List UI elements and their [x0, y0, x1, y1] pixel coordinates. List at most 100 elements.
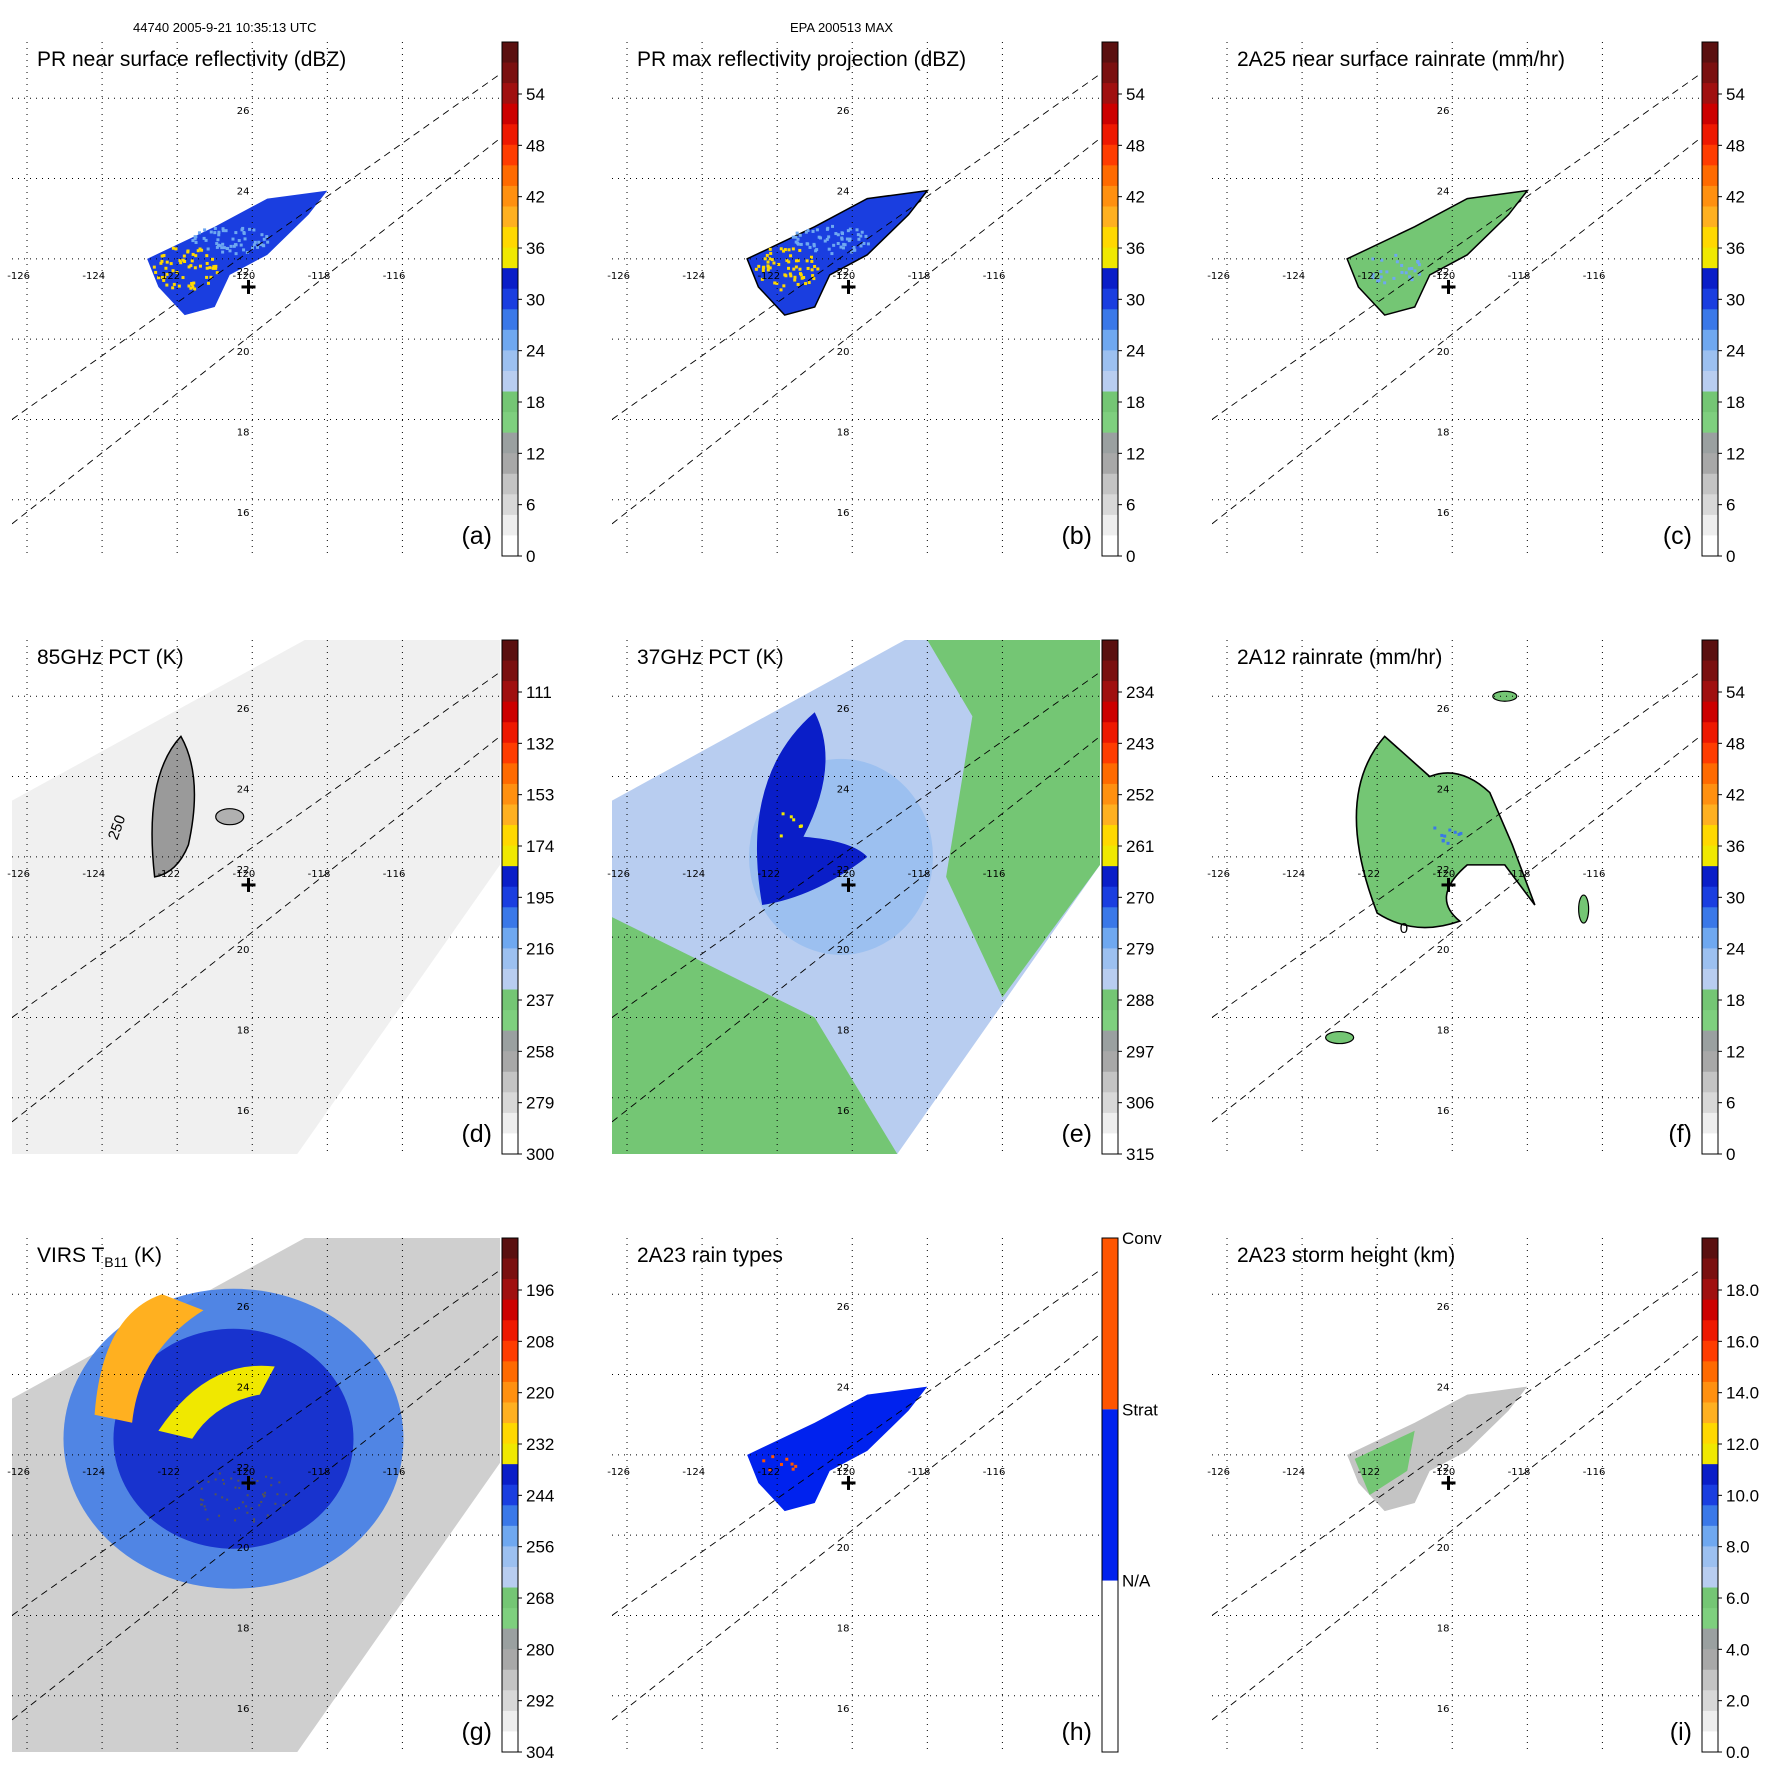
lat-tick-i-1: 24	[1437, 1383, 1450, 1394]
colorbar-label-d-3: 174	[526, 837, 554, 856]
pr-echo-h	[747, 1386, 928, 1512]
panel-title-f: 2A12 rainrate (mm/hr)	[1237, 646, 1442, 669]
panel-title-c: 2A25 near surface rainrate (mm/hr)	[1237, 48, 1565, 71]
lat-tick-i-3: 20	[1437, 1543, 1450, 1554]
colorbar-label-f-6: 18	[1726, 991, 1745, 1010]
lon-tick-a-1: -124	[82, 271, 105, 282]
panel-title-d: 85GHz PCT (K)	[37, 646, 184, 669]
lon-tick-g-5: -116	[383, 1467, 406, 1478]
colorbar-label-d-4: 195	[526, 888, 554, 907]
lon-tick-e-1: -124	[682, 869, 705, 880]
lon-tick-i-0: -126	[1207, 1467, 1230, 1478]
colorbar-label-e-1: 243	[1126, 734, 1154, 753]
lat-tick-b-4: 18	[837, 427, 850, 438]
swath-edge-lower	[12, 736, 500, 1123]
plot-area-f: 0	[1212, 640, 1700, 1154]
lon-tick-h-5: -116	[983, 1467, 1006, 1478]
lon-tick-i-2: -122	[1357, 1467, 1380, 1478]
colorbar-label-g-7: 280	[526, 1640, 554, 1659]
storm-center-cross-icon	[241, 877, 256, 892]
colorbar-label-g-6: 268	[526, 1589, 554, 1608]
pr-echo-c	[1346, 189, 1530, 316]
colorbar-label-i-4: 10.0	[1726, 1486, 1759, 1505]
colorbar-label-g-4: 244	[526, 1486, 554, 1505]
lat-tick-i-5: 16	[1437, 1704, 1450, 1715]
lat-tick-h-2: 22	[837, 1463, 850, 1474]
swath-edge-upper	[12, 671, 500, 1018]
rain-area	[1355, 735, 1536, 929]
plot-area-g	[12, 1238, 500, 1752]
colorbar-label-c-9: 0	[1726, 547, 1735, 566]
panel-title-e: 37GHz PCT (K)	[637, 646, 784, 669]
lon-tick-f-2: -122	[1357, 869, 1380, 880]
scattering-feature	[151, 735, 196, 878]
lon-tick-c-5: -116	[1583, 271, 1606, 282]
colorbar-label-a-9: 0	[526, 547, 535, 566]
swath-edge-upper	[612, 671, 1100, 1018]
colorbar-label-f-4: 30	[1726, 888, 1745, 907]
lat-tick-i-2: 22	[1437, 1463, 1450, 1474]
rain-cell-n	[1492, 690, 1518, 702]
colorbar-label-i-3: 12.0	[1726, 1435, 1759, 1454]
colorbar-label-a-4: 30	[526, 290, 545, 309]
colorbar-label-d-0: 111	[526, 683, 552, 702]
colorbar-label-g-2: 220	[526, 1384, 554, 1403]
lat-tick-e-1: 24	[837, 785, 850, 796]
lat-tick-c-0: 26	[1437, 106, 1450, 117]
lon-tick-f-5: -116	[1583, 869, 1606, 880]
lat-tick-g-4: 18	[237, 1623, 250, 1634]
lat-tick-d-0: 26	[237, 704, 250, 715]
colorbar-label-a-8: 6	[526, 496, 535, 515]
colorbar-label-c-4: 30	[1726, 290, 1745, 309]
lat-tick-i-0: 26	[1437, 1302, 1450, 1313]
lat-tick-g-0: 26	[237, 1302, 250, 1313]
lon-tick-e-2: -122	[757, 869, 780, 880]
panel-letter-h: (h)	[1061, 1718, 1092, 1746]
colorbar-label-i-0: 18.0	[1726, 1281, 1759, 1300]
lat-tick-d-5: 16	[237, 1106, 250, 1117]
lat-tick-d-4: 18	[237, 1025, 250, 1036]
lat-tick-a-2: 22	[237, 267, 250, 278]
colorbar-label-b-7: 12	[1126, 444, 1145, 463]
colorbar-label-e-9: 315	[1126, 1145, 1154, 1164]
panel-title-a: PR near surface reflectivity (dBZ)	[37, 48, 346, 71]
storm-center-cross-icon	[1441, 279, 1456, 294]
colorbar-label-a-0: 54	[526, 85, 545, 104]
colorbar-label-g-3: 232	[526, 1435, 554, 1454]
lon-tick-b-0: -126	[607, 271, 630, 282]
echo-conv-h	[762, 1455, 798, 1472]
header-left: 44740 2005-9-21 10:35:13 UTC	[133, 20, 317, 35]
pr-echo-i	[1347, 1386, 1528, 1512]
colorbar-label-b-1: 48	[1126, 136, 1145, 155]
lat-tick-a-5: 16	[237, 508, 250, 519]
colorbar-label-b-6: 18	[1126, 393, 1145, 412]
lon-tick-b-2: -122	[757, 271, 780, 282]
lon-tick-c-2: -122	[1357, 271, 1380, 282]
cold-cloud-top	[94, 1294, 204, 1423]
lon-tick-h-3: -120	[833, 1467, 856, 1478]
lat-tick-e-2: 22	[837, 865, 850, 876]
colorbar-label-a-6: 18	[526, 393, 545, 412]
plot-area-i	[1212, 1238, 1700, 1752]
lat-tick-e-0: 26	[837, 704, 850, 715]
colorbar-label-b-3: 36	[1126, 239, 1145, 258]
echo-core-b	[754, 247, 820, 292]
plot-area-c	[1212, 42, 1700, 556]
swath-edge-lower	[1212, 138, 1700, 525]
swath-edge-upper	[612, 73, 1100, 420]
storm-center-cross-icon	[841, 1475, 856, 1490]
colorbar-label-e-7: 297	[1126, 1042, 1154, 1061]
colorbar-label-f-3: 36	[1726, 837, 1745, 856]
swath-edge-upper	[612, 1269, 1100, 1616]
colorbar-label-a-3: 36	[526, 239, 545, 258]
colorbar-label-e-5: 279	[1126, 940, 1154, 959]
colorbar-h: Conv Strat N/A	[1101, 1229, 1162, 1753]
panel-letter-b: (b)	[1061, 522, 1092, 550]
panel-g: -126 -124 -122 -120 -118 -116 26 24 22 20 18 16 VIRS…	[7, 1237, 554, 1762]
lon-tick-e-0: -126	[607, 869, 630, 880]
lat-tick-d-2: 22	[237, 865, 250, 876]
colorbar-label-b-0: 54	[1126, 85, 1145, 104]
echo-core-a	[152, 246, 219, 291]
contour-label-f: 0	[1400, 920, 1408, 937]
